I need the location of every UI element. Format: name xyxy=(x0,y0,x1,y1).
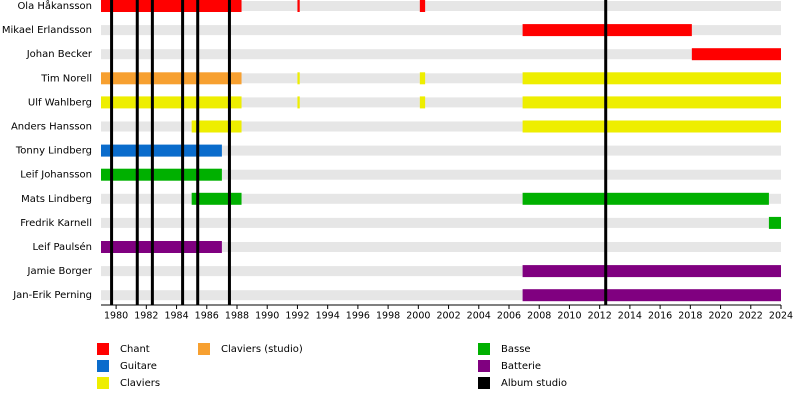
x-tick-label: 1986 xyxy=(195,311,219,322)
row-background xyxy=(101,145,781,156)
period-bar xyxy=(522,265,781,278)
member-name: Fredrik Karnell xyxy=(20,218,92,229)
period-bar xyxy=(297,72,300,85)
period-bar xyxy=(101,72,242,85)
x-tick-label: 2010 xyxy=(557,311,581,322)
period-bar xyxy=(419,72,426,85)
x-tick-label: 2020 xyxy=(708,311,732,322)
member-name: Anders Hansson xyxy=(11,122,92,133)
row-background xyxy=(101,169,781,180)
legend-label: Claviers (studio) xyxy=(221,344,303,355)
legend-swatch xyxy=(198,343,210,355)
legend-label: Basse xyxy=(501,344,531,355)
period-bar xyxy=(419,96,426,109)
legend-label: Claviers xyxy=(120,378,160,389)
period-bar xyxy=(297,0,300,12)
x-tick-label: 1992 xyxy=(285,311,309,322)
x-tick-label: 2002 xyxy=(436,311,460,322)
period-bar xyxy=(522,24,692,37)
x-tick-label: 1998 xyxy=(376,311,400,322)
x-tick-label: 2012 xyxy=(588,311,612,322)
member-name: Ulf Wahlberg xyxy=(28,97,92,108)
row-background xyxy=(101,242,781,252)
member-name: Johan Becker xyxy=(26,49,93,60)
x-tick-label: 2004 xyxy=(467,311,491,322)
x-tick-label: 1994 xyxy=(316,311,340,322)
row-background xyxy=(101,266,781,277)
x-tick-label: 2014 xyxy=(618,311,642,322)
legend-label: Batterie xyxy=(501,361,541,372)
legend-swatch xyxy=(478,343,490,355)
member-name: Jamie Borger xyxy=(27,266,93,277)
row-background xyxy=(101,1,781,11)
period-bar xyxy=(101,0,242,12)
x-tick-label: 1982 xyxy=(134,311,158,322)
period-bar xyxy=(101,96,242,109)
x-tick-label: 2000 xyxy=(406,311,430,322)
x-tick-label: 2016 xyxy=(648,311,672,322)
row-background xyxy=(101,193,781,204)
member-name: Leif Paulsén xyxy=(32,241,92,253)
row-background xyxy=(101,121,781,132)
member-name: Ola Håkansson xyxy=(17,0,92,12)
row-background xyxy=(101,25,781,36)
period-bar xyxy=(101,144,222,157)
period-bar xyxy=(101,168,222,181)
period-bar xyxy=(101,241,222,253)
member-name: Tonny Lindberg xyxy=(15,146,92,157)
member-name: Tim Norell xyxy=(40,73,92,84)
x-tick-label: 2018 xyxy=(678,311,702,322)
legend-swatch xyxy=(97,360,109,372)
legend-swatch xyxy=(97,377,109,389)
period-bar xyxy=(522,72,781,85)
period-bar xyxy=(768,216,781,229)
period-bar xyxy=(522,96,781,109)
x-tick-label: 2006 xyxy=(497,311,521,322)
period-bar xyxy=(297,96,300,109)
x-tick-label: 2022 xyxy=(739,311,763,322)
period-bar xyxy=(522,120,781,133)
period-bar xyxy=(419,0,426,12)
row-background xyxy=(101,217,781,228)
row-background xyxy=(101,49,781,60)
row-background xyxy=(101,290,781,301)
period-bar xyxy=(522,289,781,302)
member-name: Mats Lindberg xyxy=(21,194,92,205)
member-name: Jan-Erik Perning xyxy=(12,290,92,301)
legend-label: Chant xyxy=(120,344,150,355)
x-tick-label: 1990 xyxy=(255,311,279,322)
row-background xyxy=(101,97,781,108)
legend-label: Guitare xyxy=(120,361,157,372)
member-name: Mikael Erlandsson xyxy=(2,25,92,36)
period-bar xyxy=(691,48,781,61)
x-tick-label: 1980 xyxy=(104,311,128,322)
x-tick-label: 2024 xyxy=(769,311,793,322)
x-tick-label: 1996 xyxy=(346,311,370,322)
row-background xyxy=(101,73,781,84)
legend-swatch xyxy=(478,377,490,389)
legend-swatch xyxy=(478,360,490,372)
period-bar xyxy=(522,192,769,205)
x-tick-label: 1988 xyxy=(225,311,249,322)
member-name: Leif Johansson xyxy=(20,170,92,181)
x-tick-label: 1984 xyxy=(164,311,188,322)
x-tick-label: 2008 xyxy=(527,311,551,322)
legend-swatch xyxy=(97,343,109,355)
legend-label: Album studio xyxy=(501,378,567,389)
